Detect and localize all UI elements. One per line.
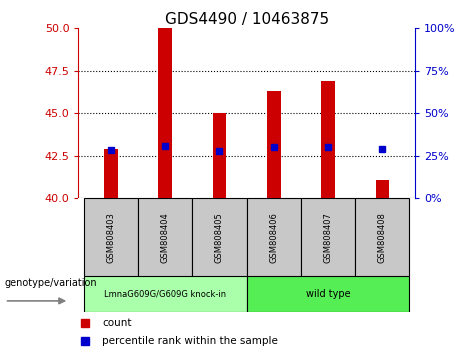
- Bar: [84, 198, 138, 276]
- Text: GSM808408: GSM808408: [378, 212, 387, 263]
- Title: GDS4490 / 10463875: GDS4490 / 10463875: [165, 12, 329, 27]
- Bar: [321, 81, 335, 198]
- Text: LmnaG609G/G609G knock-in: LmnaG609G/G609G knock-in: [104, 289, 226, 298]
- Text: GSM808405: GSM808405: [215, 212, 224, 263]
- Bar: [247, 276, 409, 312]
- Text: wild type: wild type: [306, 289, 350, 299]
- Bar: [247, 198, 301, 276]
- Bar: [267, 91, 281, 198]
- Text: count: count: [102, 318, 131, 328]
- Text: percentile rank within the sample: percentile rank within the sample: [102, 336, 278, 346]
- Bar: [159, 28, 172, 198]
- Text: GSM808404: GSM808404: [161, 212, 170, 263]
- Bar: [376, 179, 389, 198]
- Text: genotype/variation: genotype/variation: [5, 278, 97, 288]
- Bar: [213, 113, 226, 198]
- Text: GSM808403: GSM808403: [106, 212, 115, 263]
- Text: GSM808406: GSM808406: [269, 212, 278, 263]
- Bar: [355, 198, 409, 276]
- Bar: [192, 198, 247, 276]
- Bar: [301, 198, 355, 276]
- Bar: [138, 198, 192, 276]
- Text: GSM808407: GSM808407: [324, 212, 332, 263]
- Bar: [84, 276, 247, 312]
- Bar: [104, 149, 118, 198]
